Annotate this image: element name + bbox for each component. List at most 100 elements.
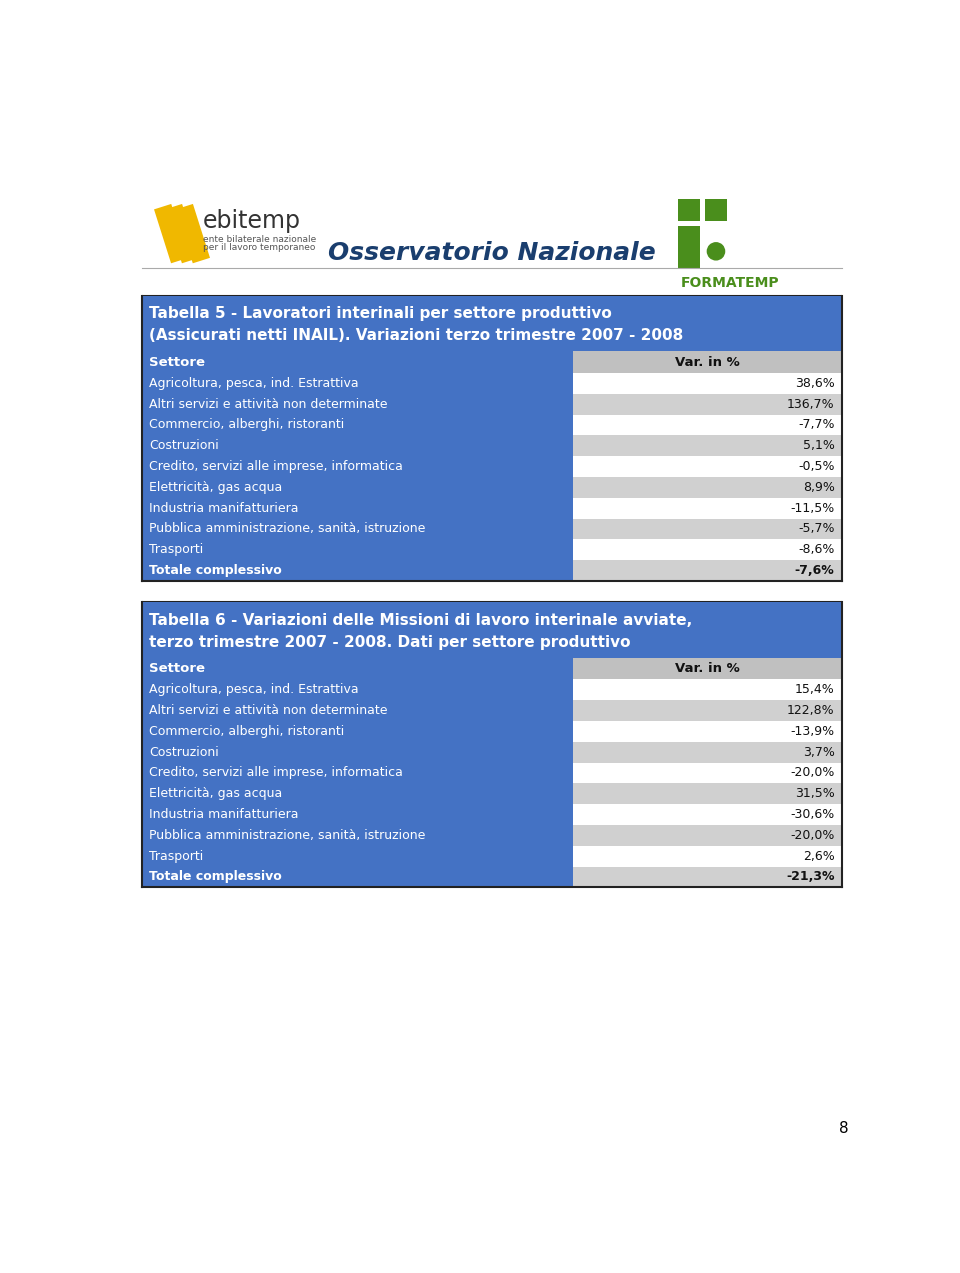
Bar: [142, 498, 572, 518]
Text: 3,7%: 3,7%: [803, 746, 834, 759]
Bar: [572, 498, 842, 518]
Bar: [572, 763, 842, 783]
Bar: [142, 805, 572, 825]
Text: 8: 8: [839, 1122, 849, 1137]
Bar: [572, 415, 842, 435]
Text: per il lavoro temporaneo: per il lavoro temporaneo: [203, 243, 315, 252]
Bar: [572, 825, 842, 845]
Bar: [142, 540, 572, 560]
Text: 31,5%: 31,5%: [795, 787, 834, 801]
Text: Industria manifatturiera: Industria manifatturiera: [150, 502, 299, 514]
Bar: [572, 867, 842, 887]
Text: Totale complessivo: Totale complessivo: [150, 564, 282, 577]
Text: -20,0%: -20,0%: [790, 829, 834, 841]
Text: -5,7%: -5,7%: [798, 522, 834, 536]
Text: Elettricità, gas acqua: Elettricità, gas acqua: [150, 481, 282, 494]
Text: terzo trimestre 2007 - 2008. Dati per settore produttivo: terzo trimestre 2007 - 2008. Dati per se…: [150, 635, 631, 649]
Bar: [142, 867, 572, 887]
Bar: [142, 825, 572, 845]
Text: Trasporti: Trasporti: [150, 544, 204, 556]
Bar: [142, 373, 572, 393]
Bar: [142, 456, 572, 477]
Text: (Assicurati netti INAIL). Variazioni terzo trimestre 2007 - 2008: (Assicurati netti INAIL). Variazioni ter…: [150, 328, 684, 344]
Text: Commercio, alberghi, ristoranti: Commercio, alberghi, ristoranti: [150, 419, 345, 432]
Bar: [572, 351, 842, 373]
Text: Altri servizi e attività non determinate: Altri servizi e attività non determinate: [150, 397, 388, 411]
Bar: [572, 373, 842, 393]
Bar: [142, 658, 572, 680]
Text: ente bilaterale nazionale: ente bilaterale nazionale: [203, 234, 316, 243]
Bar: [572, 435, 842, 456]
Text: Costruzioni: Costruzioni: [150, 746, 219, 759]
Text: Pubblica amministrazione, sanità, istruzione: Pubblica amministrazione, sanità, istruz…: [150, 829, 426, 841]
Bar: [678, 225, 700, 269]
Text: Settore: Settore: [150, 355, 205, 369]
Bar: [572, 700, 842, 721]
Bar: [572, 845, 842, 867]
Bar: [572, 658, 842, 680]
Text: Credito, servizi alle imprese, informatica: Credito, servizi alle imprese, informati…: [150, 766, 403, 779]
Bar: [142, 680, 572, 700]
Text: 136,7%: 136,7%: [787, 397, 834, 411]
Text: Var. in %: Var. in %: [675, 355, 740, 369]
Bar: [142, 415, 572, 435]
Text: 2,6%: 2,6%: [803, 849, 834, 863]
Bar: [572, 680, 842, 700]
Bar: [142, 518, 572, 540]
Text: Settore: Settore: [150, 662, 205, 675]
Bar: [142, 477, 572, 498]
Text: 38,6%: 38,6%: [795, 377, 834, 390]
Bar: [572, 456, 842, 477]
Text: -7,6%: -7,6%: [795, 564, 834, 577]
Bar: [142, 783, 572, 805]
Bar: [142, 602, 842, 658]
Text: -13,9%: -13,9%: [790, 724, 834, 738]
Bar: [142, 393, 572, 415]
Bar: [572, 518, 842, 540]
Text: Commercio, alberghi, ristoranti: Commercio, alberghi, ristoranti: [150, 724, 345, 738]
Bar: [572, 393, 842, 415]
Bar: [572, 477, 842, 498]
Text: 5,1%: 5,1%: [803, 439, 834, 452]
Bar: [572, 742, 842, 763]
Text: Trasporti: Trasporti: [150, 849, 204, 863]
Text: -0,5%: -0,5%: [798, 460, 834, 474]
Text: Agricoltura, pesca, ind. Estrattiva: Agricoltura, pesca, ind. Estrattiva: [150, 684, 359, 696]
Text: Industria manifatturiera: Industria manifatturiera: [150, 808, 299, 821]
Circle shape: [707, 242, 725, 261]
Text: -7,7%: -7,7%: [798, 419, 834, 432]
Text: Tabella 6 - Variazioni delle Missioni di lavoro interinale avviate,: Tabella 6 - Variazioni delle Missioni di…: [150, 612, 693, 628]
Text: -11,5%: -11,5%: [790, 502, 834, 514]
Bar: [572, 721, 842, 742]
Bar: [142, 435, 572, 456]
Text: Agricoltura, pesca, ind. Estrattiva: Agricoltura, pesca, ind. Estrattiva: [150, 377, 359, 390]
Bar: [142, 560, 572, 580]
Text: -8,6%: -8,6%: [798, 544, 834, 556]
Bar: [572, 540, 842, 560]
Bar: [142, 351, 572, 373]
Bar: [572, 783, 842, 805]
Bar: [142, 742, 572, 763]
Bar: [706, 199, 727, 220]
Bar: [142, 845, 572, 867]
Text: FORMATEMP: FORMATEMP: [681, 276, 780, 290]
Text: Tabella 5 - Lavoratori interinali per settore produttivo: Tabella 5 - Lavoratori interinali per se…: [150, 307, 612, 321]
Text: Totale complessivo: Totale complessivo: [150, 871, 282, 883]
Bar: [142, 297, 842, 351]
Bar: [572, 805, 842, 825]
Bar: [572, 560, 842, 580]
Text: Osservatorio Nazionale: Osservatorio Nazionale: [328, 241, 656, 265]
Text: Credito, servizi alle imprese, informatica: Credito, servizi alle imprese, informati…: [150, 460, 403, 474]
Text: Var. in %: Var. in %: [675, 662, 740, 675]
Text: -30,6%: -30,6%: [790, 808, 834, 821]
Bar: [678, 199, 700, 220]
Text: 15,4%: 15,4%: [795, 684, 834, 696]
Text: 122,8%: 122,8%: [787, 704, 834, 717]
Bar: [142, 763, 572, 783]
Text: Altri servizi e attività non determinate: Altri servizi e attività non determinate: [150, 704, 388, 717]
Text: Pubblica amministrazione, sanità, istruzione: Pubblica amministrazione, sanità, istruz…: [150, 522, 426, 536]
Text: Elettricità, gas acqua: Elettricità, gas acqua: [150, 787, 282, 801]
Bar: [142, 700, 572, 721]
Bar: [142, 721, 572, 742]
Text: -21,3%: -21,3%: [786, 871, 834, 883]
